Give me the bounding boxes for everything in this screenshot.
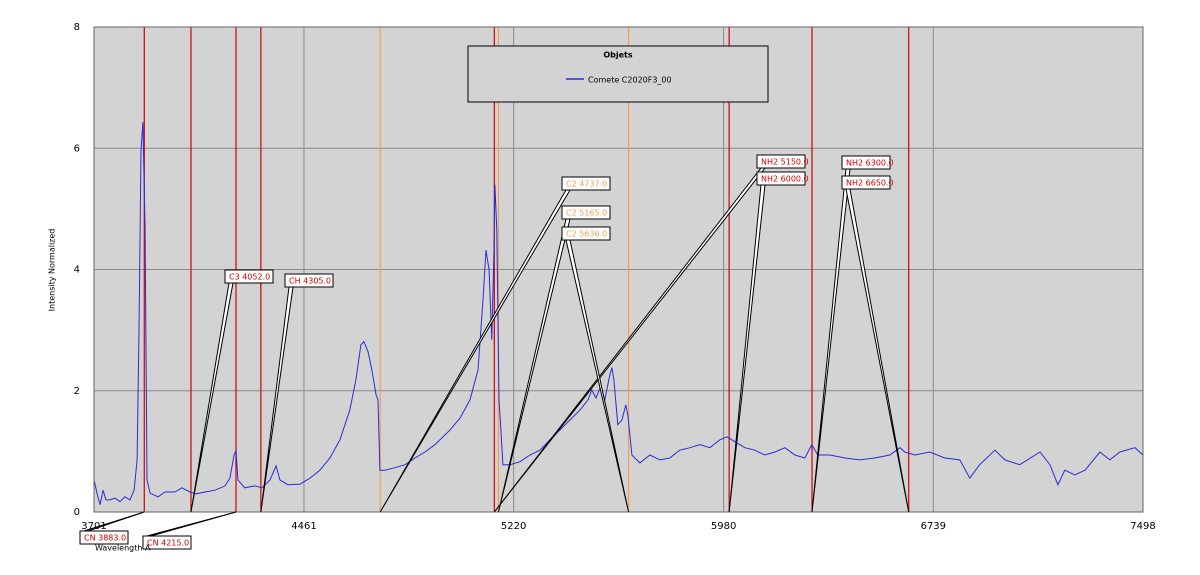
callout-box <box>224 269 274 284</box>
callout-leader <box>146 511 237 537</box>
x-tick-label: 3701 <box>81 521 106 532</box>
callout-label: CH 4305.0 <box>289 277 331 286</box>
y-tick-label: 4 <box>74 265 80 276</box>
callout-label: C2 5165.0 <box>566 209 607 218</box>
callout-box <box>561 226 611 241</box>
callout-box <box>561 176 611 191</box>
callout-label: C3 4052.0 <box>229 273 270 282</box>
callout-label: NH2 6000.0 <box>761 175 809 184</box>
legend-title: Objets <box>603 51 633 60</box>
callout-box <box>142 535 192 550</box>
callout-box <box>841 155 891 170</box>
callout-box <box>756 154 806 169</box>
series-line <box>93 122 1144 505</box>
callout-box <box>284 273 334 288</box>
legend <box>467 45 769 103</box>
x-tick-label: 4461 <box>291 521 316 532</box>
callout-label: C2 5636.0 <box>566 230 607 239</box>
x-tick-label: 7498 <box>1130 521 1155 532</box>
callout-label: NH2 5150.0 <box>761 158 809 167</box>
x-tick-label: 5980 <box>711 521 736 532</box>
callout-box <box>561 205 611 220</box>
callout-box <box>841 175 891 190</box>
y-tick-label: 8 <box>74 22 80 33</box>
callout-box <box>79 530 129 545</box>
x-tick-label: 5220 <box>501 521 526 532</box>
y-tick-label: 6 <box>74 143 80 154</box>
x-tick-label: 6739 <box>921 521 946 532</box>
plot-frame <box>93 26 1144 513</box>
callout-box <box>756 171 806 186</box>
y-tick-label: 2 <box>74 386 80 397</box>
y-tick-label: 0 <box>74 507 80 518</box>
callout-label: NH2 6300.0 <box>846 159 894 168</box>
callout-label: CN 3883.0 <box>84 534 126 543</box>
callout-label: NH2 6650.0 <box>846 179 894 188</box>
y-axis-label: Intensity Normalized <box>48 229 57 312</box>
callout-label: C2 4737.0 <box>566 180 607 189</box>
callout-label: CN 4215.0 <box>147 539 189 548</box>
legend-label: Comete C2020F3_00 <box>588 76 672 85</box>
x-axis-label: Wavelength A <box>95 544 151 553</box>
